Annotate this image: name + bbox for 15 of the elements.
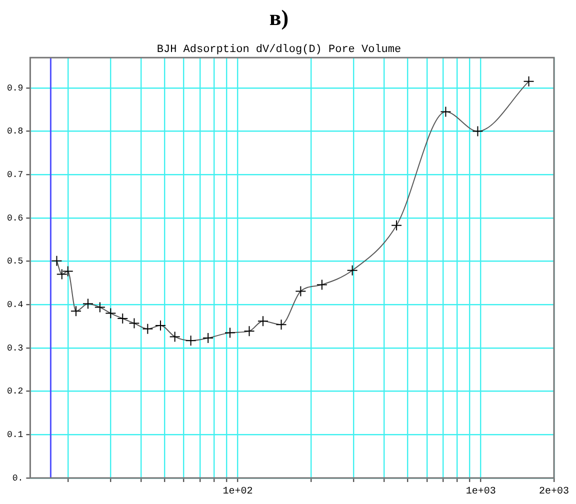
- x-tick-label: 1e+02: [222, 486, 253, 498]
- y-tick-label: 0.9: [7, 83, 24, 94]
- y-tick-label: 0.6: [7, 213, 24, 224]
- y-tick-label: 0.4: [7, 300, 24, 310]
- chart-subtitle: BJH Adsorption dV/dlog(D) Pore Volume: [156, 44, 402, 56]
- y-tick-label: 0.5: [7, 256, 24, 267]
- y-tick-label: 0.2: [7, 386, 24, 397]
- y-tick-label: 0.7: [7, 170, 24, 180]
- x-tick-label: 2e+03: [538, 486, 570, 498]
- x-tick-label: 1e+03: [466, 486, 496, 498]
- chart-title: в): [269, 4, 289, 30]
- y-tick-label: 0.8: [7, 126, 24, 137]
- y-tick-label: 0.: [12, 473, 24, 484]
- y-tick-label: 0.3: [7, 343, 24, 354]
- y-tick-label: 0.1: [7, 430, 24, 440]
